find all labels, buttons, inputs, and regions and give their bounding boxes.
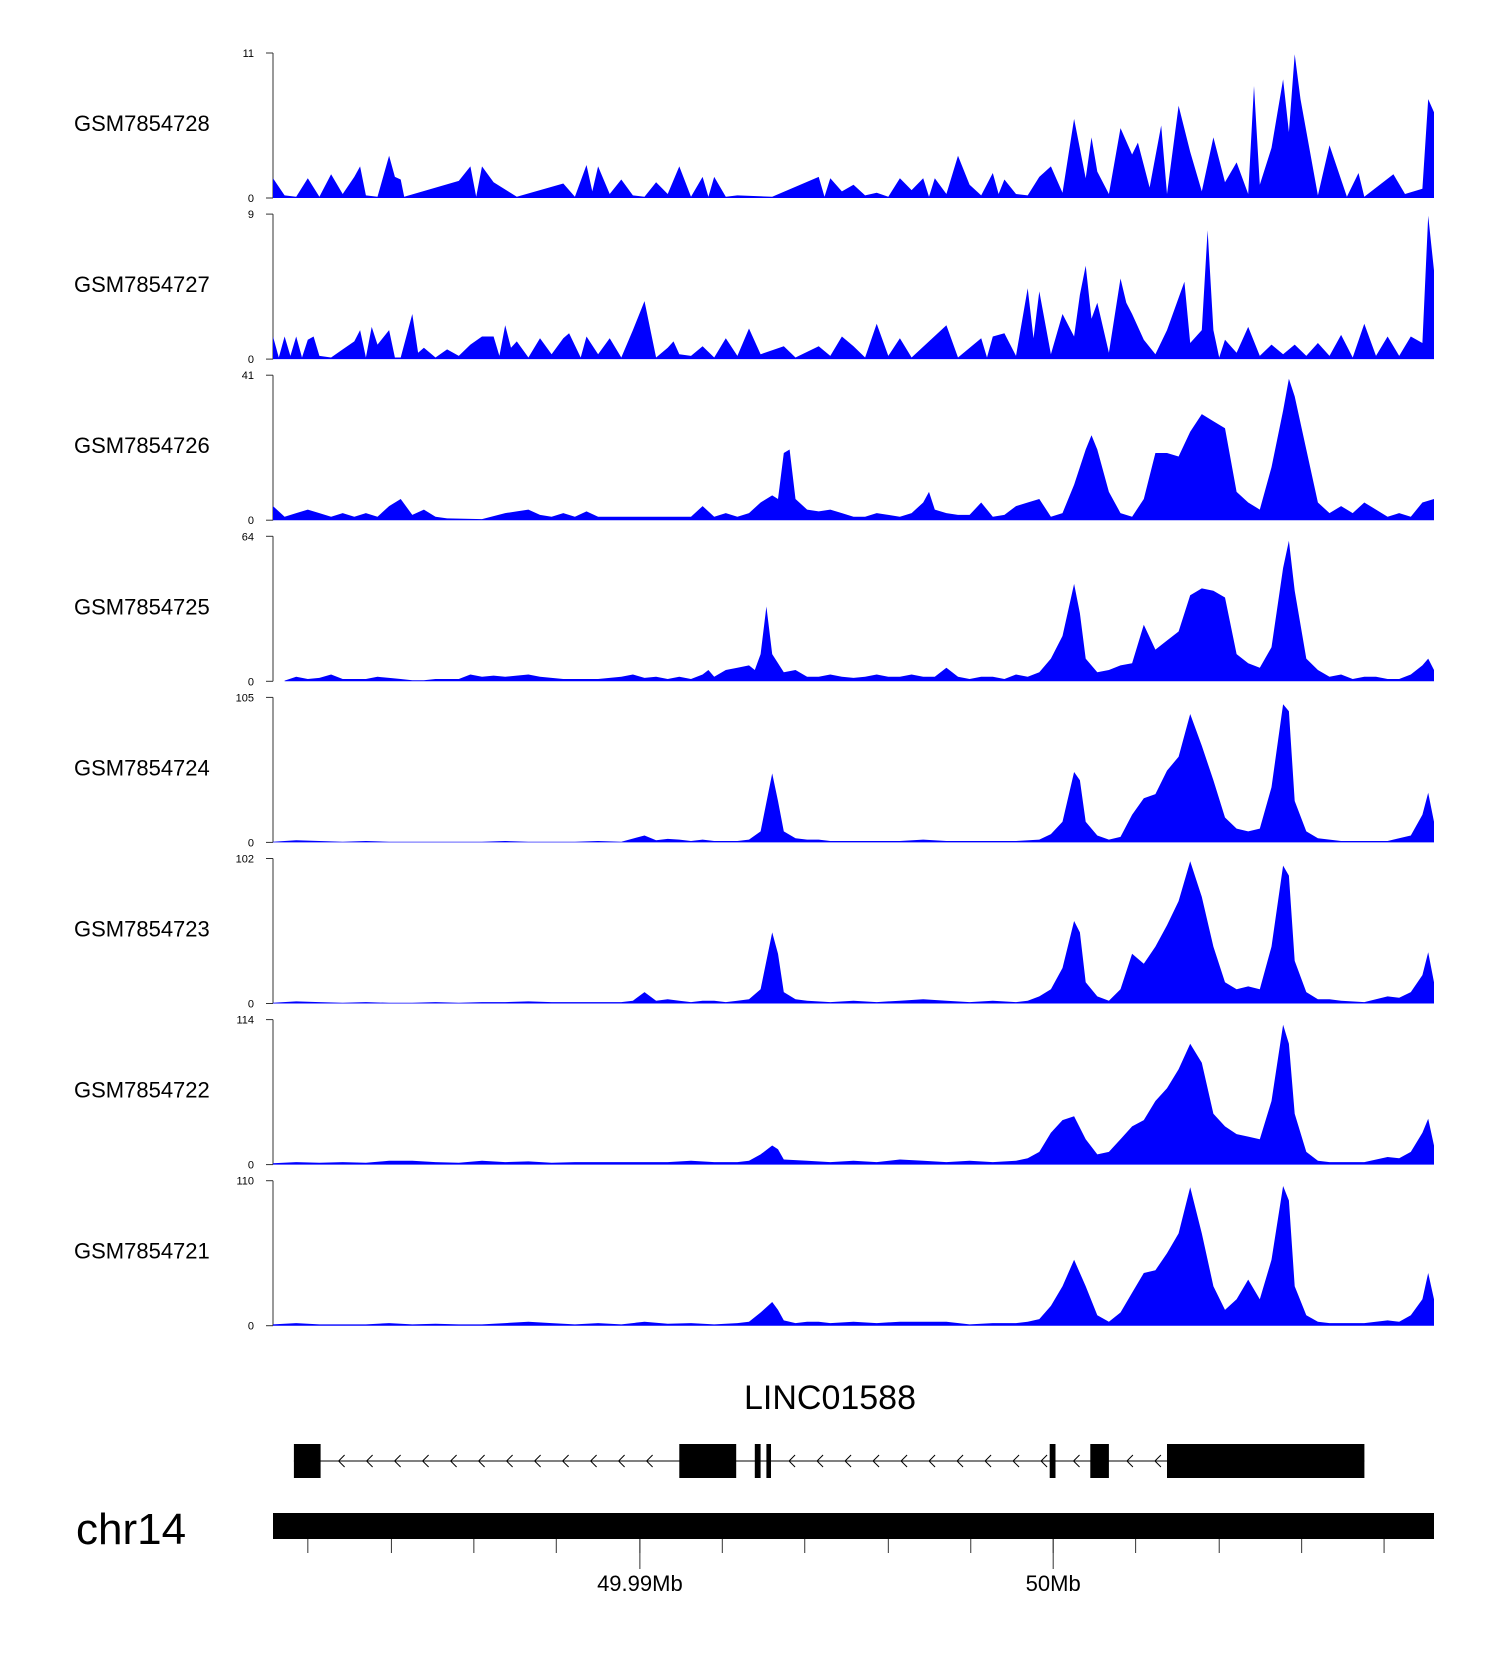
strand-arrow xyxy=(617,1454,625,1468)
strand-arrow xyxy=(533,1454,541,1468)
y-max-label: 9 xyxy=(248,209,254,221)
coverage-area xyxy=(273,1186,1434,1326)
exon-block xyxy=(293,1444,321,1478)
strand-arrow xyxy=(589,1454,597,1468)
strand-arrow xyxy=(788,1454,796,1468)
strand-arrow xyxy=(421,1454,429,1468)
coverage-track: GSM7854721 110 0 xyxy=(74,1176,1434,1333)
y-min-label: 0 xyxy=(248,354,254,366)
y-max-label: 114 xyxy=(236,1015,254,1027)
coverage-track: GSM7854723 102 0 xyxy=(74,854,1434,1011)
chromosome-bar xyxy=(273,1513,1434,1539)
exon-block xyxy=(679,1444,737,1478)
strand-arrow xyxy=(1012,1454,1020,1468)
strand-arrow xyxy=(816,1454,824,1468)
coverage-area xyxy=(273,215,1434,360)
y-min-label: 0 xyxy=(248,515,254,527)
strand-arrow xyxy=(561,1454,569,1468)
strand-arrow xyxy=(1040,1454,1048,1468)
strand-arrow xyxy=(956,1454,964,1468)
exon-block xyxy=(754,1444,761,1478)
gene-name-label: LINC01588 xyxy=(744,1379,916,1417)
coverage-tracks: GSM7854728110GSM785472790GSM7854726410GS… xyxy=(74,48,1435,1333)
coverage-area xyxy=(273,704,1434,843)
y-min-label: 0 xyxy=(248,1160,254,1172)
major-tick-label: 49.99Mb xyxy=(597,1571,683,1596)
coverage-track: GSM7854725 64 0 xyxy=(74,531,1435,688)
strand-arrow xyxy=(1154,1454,1162,1468)
strand-arrow xyxy=(449,1454,457,1468)
y-min-label: 0 xyxy=(248,837,254,849)
major-tick-label: 50Mb xyxy=(1026,1571,1081,1596)
coverage-area xyxy=(284,540,1435,682)
sample-label: GSM7854726 xyxy=(74,433,210,458)
sample-label: GSM7854725 xyxy=(74,594,210,619)
coverage-area xyxy=(273,54,1434,198)
strand-arrow xyxy=(844,1454,852,1468)
coverage-track: GSM7854722 114 0 xyxy=(74,1015,1434,1172)
strand-arrow xyxy=(645,1454,653,1468)
chromosome-ideogram-track: chr14 49.99Mb 50Mb xyxy=(76,1505,1434,1596)
coverage-track: GSM7854727 9 0 xyxy=(74,209,1434,366)
sample-label: GSM7854723 xyxy=(74,917,210,942)
exon-block xyxy=(1049,1444,1056,1478)
coverage-area xyxy=(273,1024,1434,1165)
strand-arrow xyxy=(477,1454,485,1468)
gene-model xyxy=(293,1444,1365,1478)
y-max-label: 41 xyxy=(242,370,254,382)
strand-arrow xyxy=(337,1454,345,1468)
strand-arrow xyxy=(1072,1454,1080,1468)
y-max-label: 64 xyxy=(242,531,254,543)
sample-label: GSM7854721 xyxy=(74,1239,210,1264)
strand-arrow xyxy=(1126,1454,1134,1468)
coverage-track: GSM7854726 41 0 xyxy=(74,370,1434,527)
gene-annotation-track: LINC01588 xyxy=(293,1379,1365,1478)
coverage-track: GSM7854728 11 0 xyxy=(74,48,1434,205)
coverage-track: GSM7854724 105 0 xyxy=(74,692,1434,849)
genome-axis-ticks: 49.99Mb 50Mb xyxy=(307,1539,1385,1596)
y-min-label: 0 xyxy=(248,193,254,205)
exon-block xyxy=(1090,1444,1109,1478)
y-max-label: 110 xyxy=(236,1176,254,1188)
chromosome-label: chr14 xyxy=(76,1505,186,1554)
strand-arrow xyxy=(984,1454,992,1468)
y-min-label: 0 xyxy=(248,676,254,688)
y-max-label: 102 xyxy=(236,854,254,866)
strand-arrow xyxy=(393,1454,401,1468)
coverage-area xyxy=(273,378,1434,521)
strand-arrow xyxy=(872,1454,880,1468)
sample-label: GSM7854728 xyxy=(74,111,210,136)
sample-label: GSM7854722 xyxy=(74,1078,210,1103)
sample-label: GSM7854724 xyxy=(74,755,210,780)
y-min-label: 0 xyxy=(248,1321,254,1333)
y-max-label: 105 xyxy=(236,692,254,704)
sample-label: GSM7854727 xyxy=(74,272,210,297)
strand-arrow xyxy=(900,1454,908,1468)
exon-block xyxy=(766,1444,771,1478)
coverage-area xyxy=(273,861,1434,1004)
strand-arrow xyxy=(505,1454,513,1468)
exon-block xyxy=(1167,1444,1365,1478)
y-max-label: 11 xyxy=(243,48,254,60)
strand-arrow xyxy=(365,1454,373,1468)
strand-arrow xyxy=(928,1454,936,1468)
y-min-label: 0 xyxy=(248,999,254,1011)
